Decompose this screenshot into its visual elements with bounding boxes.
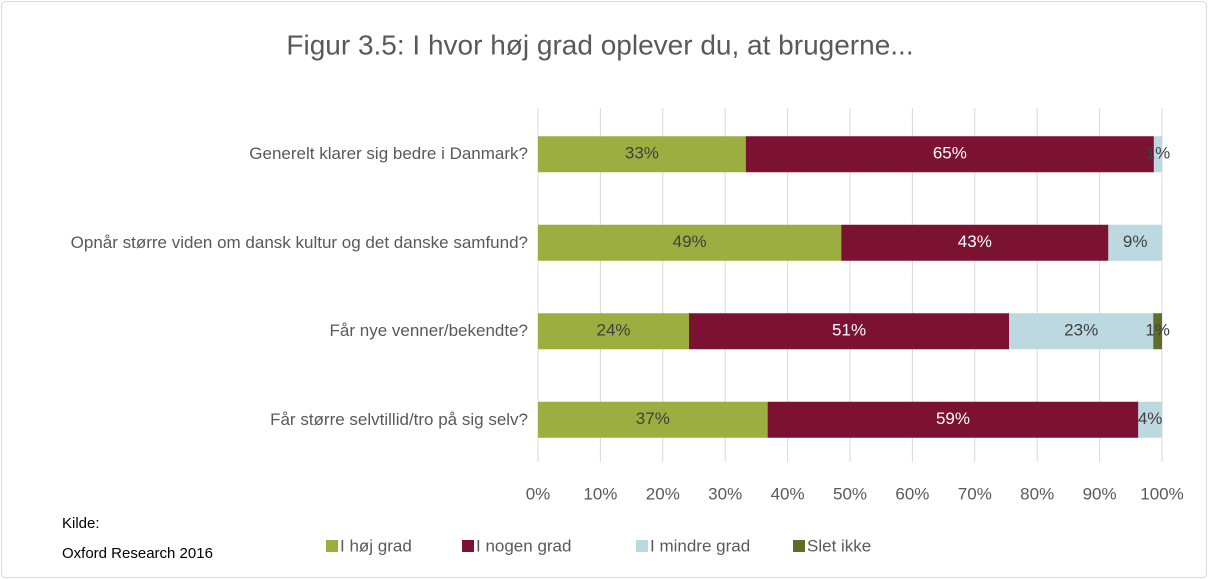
legend-swatch xyxy=(793,540,805,552)
data-label: 24% xyxy=(596,321,630,340)
data-label: 9% xyxy=(1123,232,1148,251)
category-label: Generelt klarer sig bedre i Danmark? xyxy=(18,143,528,165)
data-label: 23% xyxy=(1064,321,1098,340)
x-tick-label: 30% xyxy=(708,484,742,503)
x-tick-label: 50% xyxy=(833,484,867,503)
bar-segment xyxy=(767,401,1139,438)
bar-segment xyxy=(1153,136,1162,173)
category-text: Opnår større viden om dansk kultur og de… xyxy=(70,232,528,252)
legend-swatch xyxy=(636,540,648,552)
bar-segment xyxy=(1108,224,1162,261)
data-label: 4% xyxy=(1138,409,1163,428)
x-tick-label: 60% xyxy=(895,484,929,503)
data-label: 37% xyxy=(636,409,670,428)
x-tick-label: 80% xyxy=(1020,484,1054,503)
data-label: 59% xyxy=(936,409,970,428)
data-label: 1% xyxy=(1146,144,1171,163)
category-label: Får nye venner/bekendte? xyxy=(18,320,528,342)
data-label: 51% xyxy=(832,321,866,340)
legend-label: I mindre grad xyxy=(650,536,750,555)
data-label: 1% xyxy=(1145,321,1170,340)
source: Oxford Research 2016 xyxy=(62,545,213,562)
legend-swatch xyxy=(462,540,474,552)
bar-segment xyxy=(538,313,690,350)
bar-segment xyxy=(689,313,1010,350)
x-tick-label: 0% xyxy=(526,484,551,503)
data-label: 49% xyxy=(673,232,707,251)
bar-segment xyxy=(538,401,768,438)
data-label: 43% xyxy=(958,232,992,251)
bar-segment xyxy=(1153,313,1162,350)
legend-label: Slet ikke xyxy=(807,536,871,555)
x-tick-label: 70% xyxy=(958,484,992,503)
x-tick-label: 10% xyxy=(583,484,617,503)
bar-segment xyxy=(538,136,746,173)
data-label: 65% xyxy=(933,144,967,163)
x-tick-label: 20% xyxy=(646,484,680,503)
source-label: Kilde: xyxy=(62,515,100,532)
legend-label: I høj grad xyxy=(340,536,412,555)
category-text: Får nye venner/bekendte? xyxy=(329,321,528,341)
x-tick-label: 100% xyxy=(1140,484,1183,503)
bar-segment xyxy=(1009,313,1154,350)
category-text: Får større selvtillid/tro på sig selv? xyxy=(270,409,528,429)
bar-segment xyxy=(745,136,1154,173)
data-label: 33% xyxy=(625,144,659,163)
x-tick-label: 40% xyxy=(771,484,805,503)
chart-title: Figur 3.5: I hvor høj grad oplever du, a… xyxy=(286,29,913,60)
bar-segment xyxy=(538,224,842,261)
legend-label: I nogen grad xyxy=(476,536,571,555)
legend-swatch xyxy=(326,540,338,552)
category-label: Får større selvtillid/tro på sig selv? xyxy=(18,409,528,431)
bar-segment xyxy=(841,224,1109,261)
bar-segment xyxy=(1138,401,1162,438)
category-label: Opnår større viden om dansk kultur og de… xyxy=(18,232,528,254)
category-text: Generelt klarer sig bedre i Danmark? xyxy=(249,144,528,164)
x-tick-label: 90% xyxy=(1083,484,1117,503)
